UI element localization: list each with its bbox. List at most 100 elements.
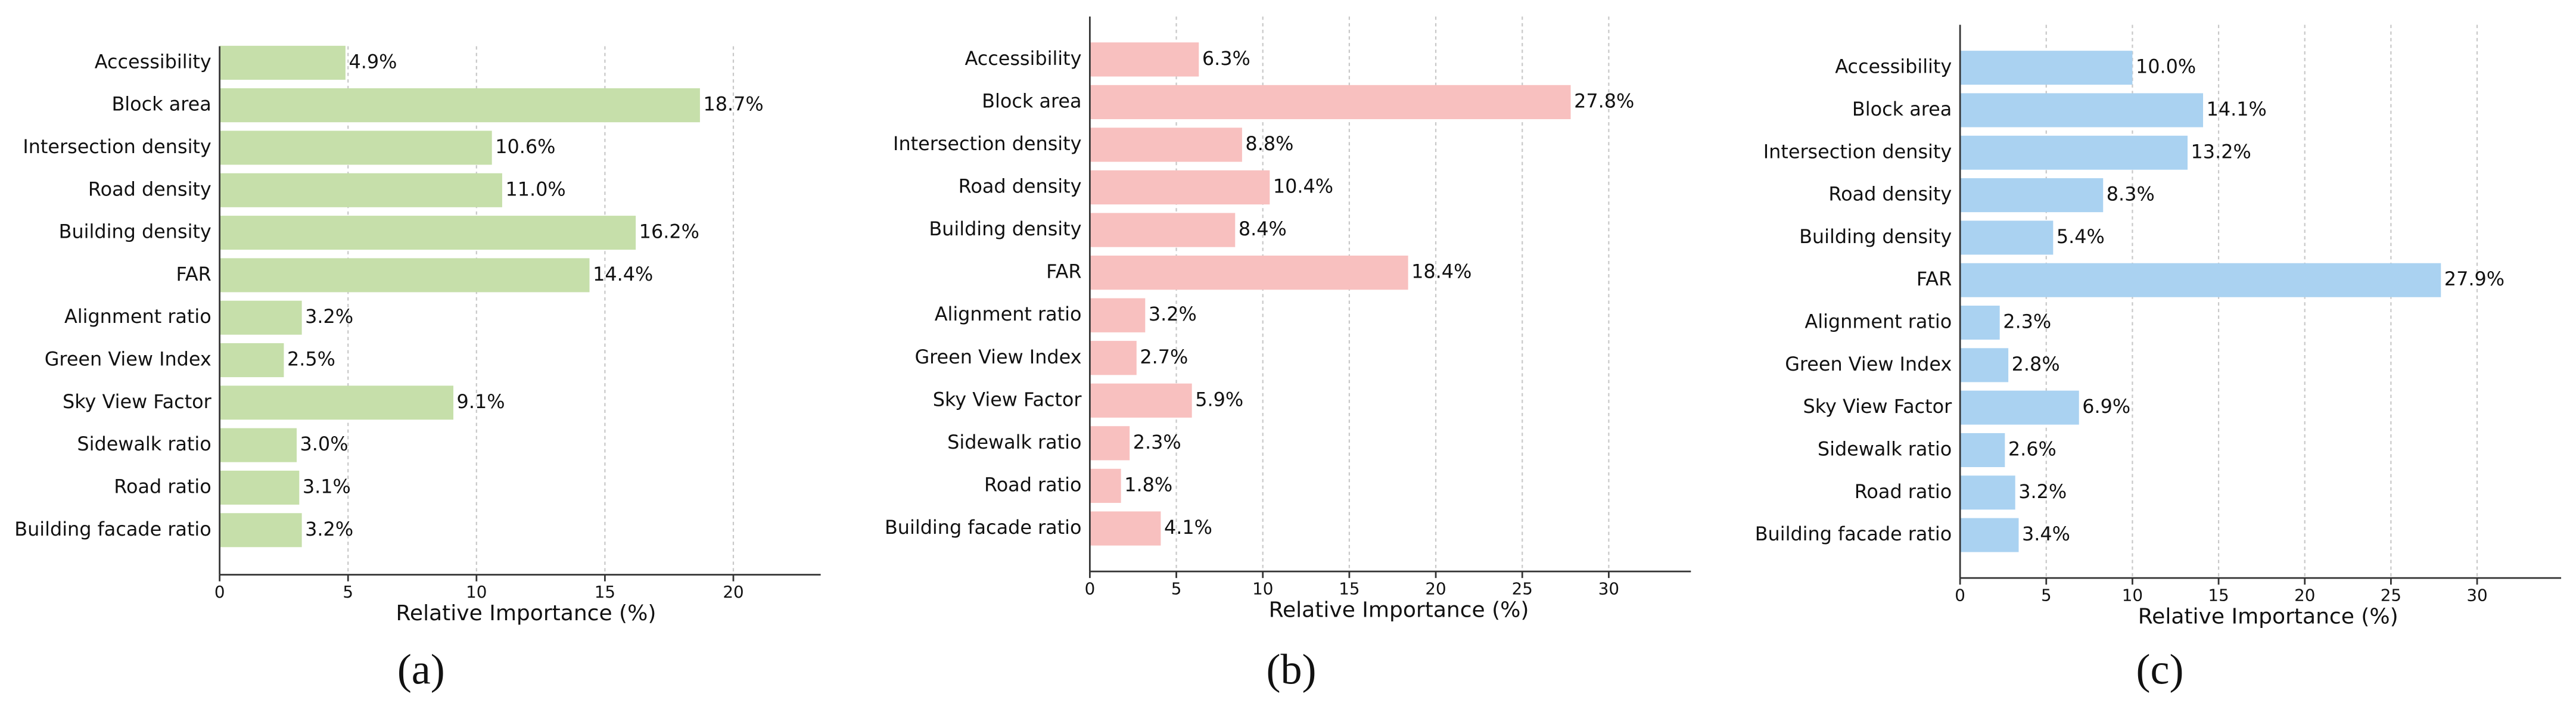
category-label: Alignment ratio bbox=[1805, 310, 1952, 333]
x-tick-label: 0 bbox=[214, 582, 225, 602]
x-tick-label: 20 bbox=[2294, 586, 2315, 605]
value-label: 3.0% bbox=[300, 433, 349, 455]
value-label: 11.0% bbox=[505, 178, 565, 200]
value-label: 2.5% bbox=[287, 348, 335, 371]
value-label: 4.9% bbox=[349, 50, 397, 73]
category-label: Road density bbox=[1828, 183, 1952, 206]
bar bbox=[219, 385, 454, 420]
value-label: 14.1% bbox=[2207, 98, 2267, 120]
value-label: 10.6% bbox=[495, 135, 555, 158]
value-label: 27.9% bbox=[2444, 268, 2505, 290]
bar bbox=[1090, 511, 1161, 546]
x-tick-label: 15 bbox=[2208, 586, 2229, 605]
category-label: Sidewalk ratio bbox=[1818, 437, 1952, 460]
category-label: Accessibility bbox=[965, 47, 1081, 70]
bar bbox=[1960, 475, 2015, 510]
bar bbox=[1960, 135, 2188, 170]
caption: (b) bbox=[1267, 645, 1317, 693]
bar bbox=[219, 88, 700, 123]
value-label: 3.1% bbox=[303, 475, 351, 497]
bar bbox=[1090, 426, 1130, 461]
category-label: Building density bbox=[59, 220, 211, 243]
value-label: 2.7% bbox=[1140, 346, 1188, 368]
category-label: Building density bbox=[1799, 225, 1952, 248]
bar bbox=[219, 258, 590, 293]
bar bbox=[1960, 178, 2104, 213]
category-label: Building facade ratio bbox=[1755, 523, 1952, 545]
value-label: 6.9% bbox=[2082, 395, 2130, 418]
bar bbox=[1960, 93, 2204, 128]
bar bbox=[219, 428, 297, 462]
value-label: 1.8% bbox=[1124, 473, 1172, 496]
value-label: 3.2% bbox=[305, 518, 353, 540]
x-axis-label: Relative Importance (%) bbox=[396, 601, 657, 626]
category-label: Alignment ratio bbox=[935, 303, 1082, 325]
value-label: 8.3% bbox=[2107, 183, 2155, 206]
bar bbox=[219, 513, 302, 548]
value-label: 10.4% bbox=[1273, 175, 1333, 198]
category-label: Accessibility bbox=[95, 50, 211, 73]
bar bbox=[1090, 256, 1408, 290]
bar bbox=[219, 130, 492, 165]
category-label: Accessibility bbox=[1835, 55, 1952, 78]
category-label: Road density bbox=[88, 178, 211, 200]
category-label: Building density bbox=[929, 217, 1081, 240]
value-label: 3.2% bbox=[305, 305, 353, 328]
caption: (c) bbox=[2136, 645, 2184, 693]
value-label: 14.4% bbox=[593, 263, 653, 285]
bar bbox=[1960, 220, 2054, 255]
x-tick-label: 25 bbox=[2381, 586, 2401, 605]
bar bbox=[219, 216, 636, 250]
value-label: 4.1% bbox=[1164, 516, 1212, 539]
bar bbox=[1960, 390, 2079, 425]
bar bbox=[1090, 85, 1571, 120]
bar bbox=[219, 300, 302, 335]
x-tick-label: 10 bbox=[466, 582, 487, 602]
bar bbox=[1960, 433, 2005, 467]
bar bbox=[219, 343, 284, 378]
value-label: 8.4% bbox=[1239, 217, 1287, 240]
bar bbox=[219, 173, 502, 207]
bar bbox=[1090, 468, 1121, 503]
x-tick-label: 0 bbox=[1085, 579, 1096, 599]
category-label: Road ratio bbox=[114, 475, 211, 497]
category-label: Sky View Factor bbox=[63, 390, 212, 413]
bar bbox=[1960, 263, 2441, 297]
bar bbox=[1090, 42, 1199, 77]
value-label: 8.8% bbox=[1245, 132, 1293, 155]
value-label: 18.7% bbox=[703, 93, 763, 116]
category-label: Intersection density bbox=[23, 135, 211, 158]
category-label: Sky View Factor bbox=[1803, 395, 1952, 418]
category-label: Building facade ratio bbox=[885, 516, 1082, 539]
x-tick-label: 20 bbox=[1425, 579, 1446, 599]
value-label: 5.9% bbox=[1195, 388, 1243, 411]
value-label: 3.2% bbox=[2018, 480, 2067, 503]
x-tick-label: 30 bbox=[1598, 579, 1619, 599]
x-tick-label: 15 bbox=[595, 582, 615, 602]
value-label: 16.2% bbox=[639, 220, 699, 243]
x-tick-label: 20 bbox=[723, 582, 743, 602]
value-label: 3.4% bbox=[2022, 523, 2070, 545]
category-label: Road ratio bbox=[1855, 480, 1952, 503]
category-label: Intersection density bbox=[893, 132, 1081, 155]
value-label: 3.2% bbox=[1149, 303, 1197, 325]
x-tick-label: 30 bbox=[2466, 586, 2487, 605]
bar bbox=[1090, 341, 1137, 375]
value-label: 2.8% bbox=[2012, 353, 2060, 375]
bar bbox=[219, 470, 300, 505]
bar bbox=[1960, 51, 2133, 85]
x-axis-label: Relative Importance (%) bbox=[1269, 598, 1529, 623]
value-label: 5.4% bbox=[2057, 225, 2105, 248]
x-axis-label: Relative Importance (%) bbox=[2138, 605, 2398, 629]
x-tick-label: 0 bbox=[1955, 586, 1965, 605]
x-tick-label: 10 bbox=[1252, 579, 1273, 599]
category-label: FAR bbox=[1046, 260, 1081, 283]
bar bbox=[219, 45, 346, 80]
category-label: FAR bbox=[176, 263, 211, 285]
value-label: 10.0% bbox=[2136, 55, 2196, 78]
x-tick-label: 5 bbox=[343, 582, 353, 602]
category-label: Sidewalk ratio bbox=[947, 431, 1081, 453]
caption: (a) bbox=[397, 645, 445, 693]
